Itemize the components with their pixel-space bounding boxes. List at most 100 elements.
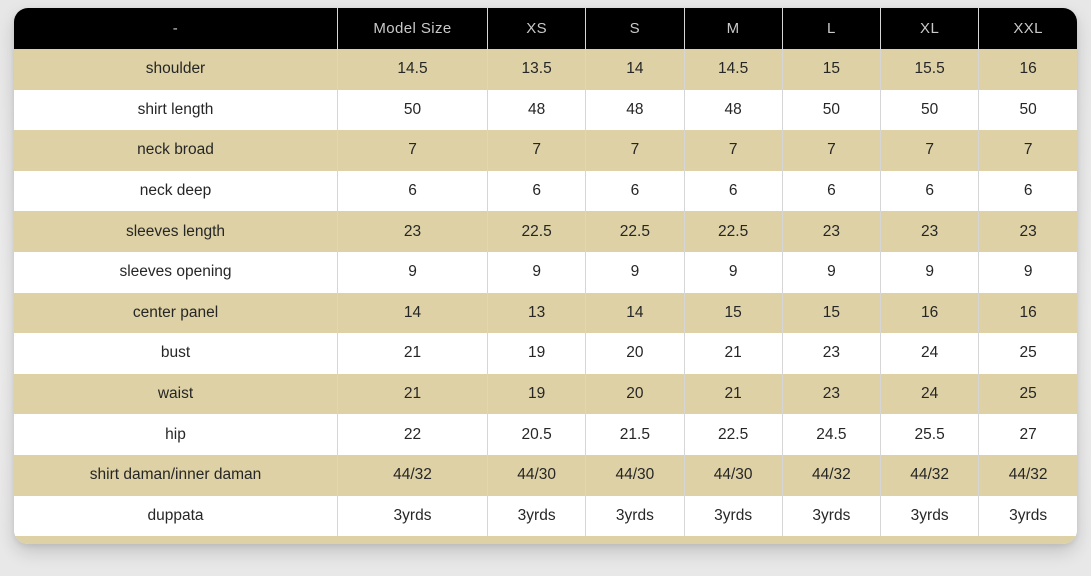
measurement-cell: 48 (684, 89, 783, 131)
measurement-cell: 44/32 (978, 454, 1077, 496)
table-row: shoulder 14.5 13.5 14 14.5 15 15.5 16 (14, 49, 1077, 90)
measurement-cell: 24.5 (782, 414, 882, 455)
measurement-cell: 9 (978, 251, 1077, 293)
measurement-cell: 20 (585, 333, 685, 374)
table-row: shirt daman/inner daman 44/32 44/30 44/30 44… (14, 454, 1077, 496)
measurement-cell: 6 (978, 170, 1077, 212)
measurement-cell: 13.5 (487, 49, 587, 90)
measurement-cell: 14.5 (684, 49, 783, 90)
measurement-cell: 44/32 (880, 454, 980, 496)
measurement-cell: 22.5 (487, 211, 587, 252)
row-label: shoulder (14, 49, 338, 90)
measurement-cell: 22 (337, 414, 488, 455)
measurement-cell: 50 (978, 89, 1077, 131)
measurement-cell: 6 (782, 170, 882, 212)
measurement-cell: 50 (337, 89, 488, 131)
measurement-cell: 27 (978, 414, 1077, 455)
measurement-cell: 50 (782, 89, 882, 131)
measurement-cell: 21 (684, 373, 783, 415)
measurement-cell: 3yrds (684, 495, 783, 537)
measurement-cell: 23 (880, 211, 980, 252)
measurement-cell: 23 (978, 211, 1077, 252)
measurement-cell: 7 (337, 130, 488, 171)
row-label: neck deep (14, 170, 338, 212)
column-header: Model Size (337, 8, 488, 49)
row-label: center panel (14, 292, 338, 334)
measurement-cell: 3yrds (782, 495, 882, 537)
measurement-cell: 21 (337, 373, 488, 415)
measurement-cell: 3yrds (880, 495, 980, 537)
measurement-cell: 16 (978, 292, 1077, 334)
table-row: waist 21 19 20 21 23 24 25 (14, 373, 1077, 415)
size-chart: - Model Size XS S M L XL XXL shoulder 14.5 13.5 14… (14, 8, 1077, 537)
measurement-cell: 13 (487, 292, 587, 334)
measurement-cell: 9 (684, 251, 783, 293)
column-header: XXL (978, 8, 1077, 49)
measurement-cell: 24 (880, 333, 980, 374)
measurement-cell: 9 (880, 251, 980, 293)
column-header: S (585, 8, 685, 49)
row-label: neck broad (14, 130, 338, 171)
table-row: center panel 14 13 14 15 15 16 16 (14, 292, 1077, 334)
measurement-cell: 14.5 (337, 49, 488, 90)
measurement-cell: 21.5 (585, 414, 685, 455)
measurement-cell: 19 (487, 373, 587, 415)
column-header: - (14, 8, 338, 49)
measurement-cell: 6 (585, 170, 685, 212)
measurement-cell: 6 (487, 170, 587, 212)
table-row: duppata 3yrds 3yrds 3yrds 3yrds 3yrds 3yrds 3yr… (14, 495, 1077, 537)
row-label: waist (14, 373, 338, 415)
measurement-cell: 15.5 (880, 49, 980, 90)
measurement-cell: 6 (684, 170, 783, 212)
measurement-cell: 44/30 (585, 454, 685, 496)
table-row: shirt length 50 48 48 48 50 50 50 (14, 89, 1077, 131)
measurement-cell: 23 (782, 333, 882, 374)
measurement-cell: 7 (684, 130, 783, 171)
measurement-cell: 6 (337, 170, 488, 212)
measurement-cell: 48 (585, 89, 685, 131)
measurement-cell: 21 (337, 333, 488, 374)
table-row: neck broad 7 7 7 7 7 7 7 (14, 130, 1077, 171)
measurement-cell: 15 (782, 49, 882, 90)
measurement-cell: 21 (684, 333, 783, 374)
measurement-cell: 23 (337, 211, 488, 252)
measurement-cell: 15 (684, 292, 783, 334)
table-row: bust 21 19 20 21 23 24 25 (14, 333, 1077, 374)
measurement-cell: 44/30 (487, 454, 587, 496)
measurement-cell: 7 (585, 130, 685, 171)
measurement-cell: 14 (337, 292, 488, 334)
measurement-cell: 9 (487, 251, 587, 293)
row-label: sleeves length (14, 211, 338, 252)
measurement-cell: 25.5 (880, 414, 980, 455)
column-header: XL (880, 8, 980, 49)
header-row: - Model Size XS S M L XL XXL (14, 8, 1077, 49)
column-header: XS (487, 8, 587, 49)
measurement-cell: 15 (782, 292, 882, 334)
measurement-cell: 22.5 (684, 414, 783, 455)
measurement-cell: 14 (585, 292, 685, 334)
row-label: shirt daman/inner daman (14, 454, 338, 496)
measurement-cell: 22.5 (684, 211, 783, 252)
measurement-cell: 16 (978, 49, 1077, 90)
measurement-cell: 9 (585, 251, 685, 293)
size-chart-body: shoulder 14.5 13.5 14 14.5 15 15.5 16 shirt leng… (14, 49, 1077, 537)
measurement-cell: 9 (337, 251, 488, 293)
measurement-cell: 48 (487, 89, 587, 131)
measurement-cell: 44/32 (782, 454, 882, 496)
measurement-cell: 20 (585, 373, 685, 415)
measurement-cell: 3yrds (487, 495, 587, 537)
size-chart-table: - Model Size XS S M L XL XXL shoulder 14.5 13.5 14… (14, 8, 1077, 545)
measurement-cell: 25 (978, 373, 1077, 415)
table-row: sleeves opening 9 9 9 9 9 9 9 (14, 251, 1077, 293)
column-header: L (782, 8, 882, 49)
measurement-cell: 19 (487, 333, 587, 374)
measurement-cell: 9 (782, 251, 882, 293)
table-row: sleeves length 23 22.5 22.5 22.5 23 23 23 (14, 211, 1077, 252)
measurement-cell: 7 (782, 130, 882, 171)
measurement-cell: 3yrds (978, 495, 1077, 537)
measurement-cell: 3yrds (585, 495, 685, 537)
measurement-cell: 7 (880, 130, 980, 171)
measurement-cell: 44/32 (337, 454, 488, 496)
row-label: sleeves opening (14, 251, 338, 293)
measurement-cell: 22.5 (585, 211, 685, 252)
